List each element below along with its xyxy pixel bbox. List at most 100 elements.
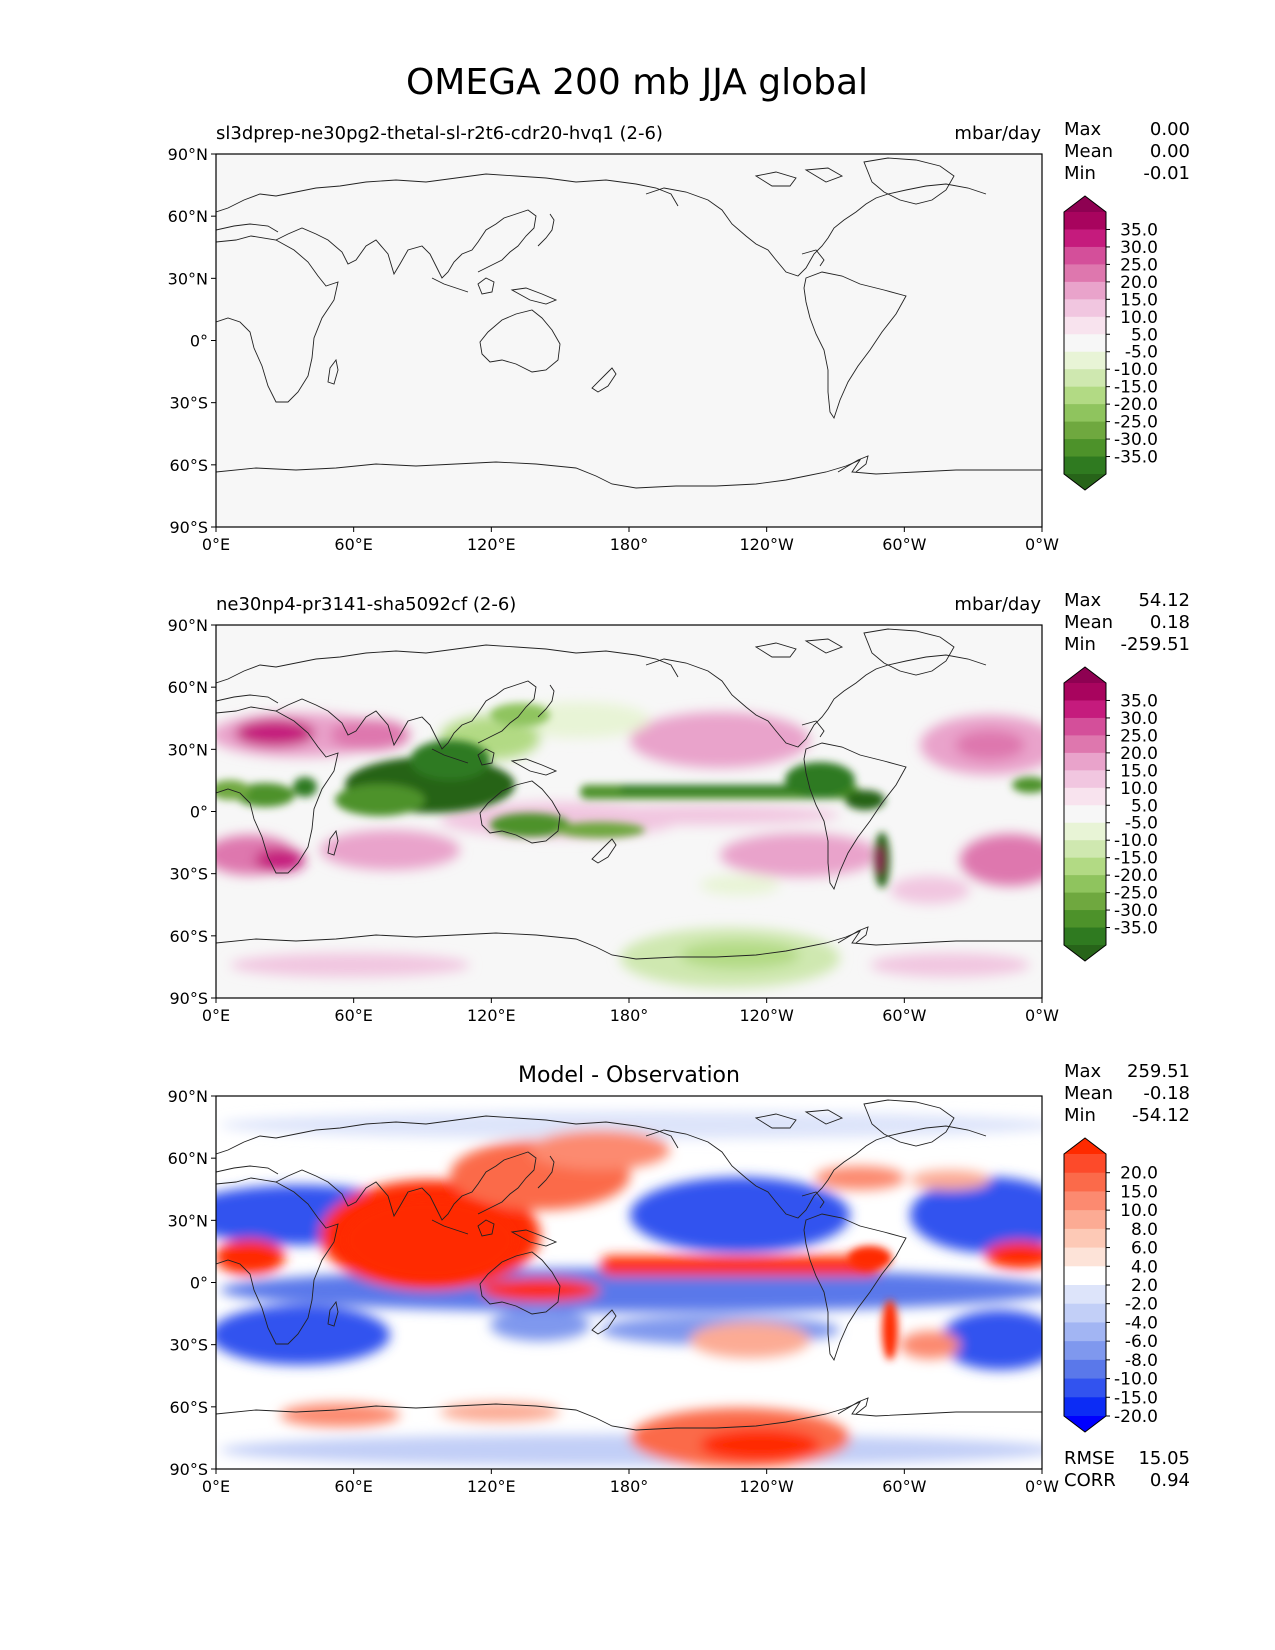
colorbar-band — [1064, 892, 1106, 911]
colorbar-band — [1064, 805, 1106, 824]
x-tick-label: 120°W — [739, 1477, 794, 1496]
y-tick-label: 90°N — [168, 616, 208, 635]
colorbar-extend-max — [1064, 667, 1106, 683]
stat-value: -0.18 — [1143, 1083, 1190, 1104]
colorbar-band — [1064, 316, 1106, 335]
colorbar-label: 6.0 — [1131, 1239, 1158, 1259]
panel-difference: Model - Observation — [168, 1061, 1190, 1496]
colorbar-label: 20.0 — [1120, 1164, 1158, 1184]
stat-label: Mean — [1064, 141, 1113, 162]
colorbar-band — [1064, 787, 1106, 806]
y-tick-label: 90°S — [169, 518, 208, 537]
y-tick-label: 90°S — [169, 1460, 208, 1479]
stat-value: -259.51 — [1121, 634, 1190, 655]
colorbar-outline — [1063, 195, 1107, 491]
colorbar-band — [1064, 910, 1106, 929]
colorbar-label: -5.0 — [1125, 814, 1158, 834]
panel-reference-units: mbar/day — [954, 594, 1041, 615]
colorbar-label: 2.0 — [1131, 1276, 1158, 1296]
y-tick-label: 30°S — [169, 394, 208, 413]
colorbar-band — [1064, 334, 1106, 353]
colorbar-band — [1064, 439, 1106, 458]
colorbar-label: -35.0 — [1114, 448, 1158, 468]
colorbar-band — [1064, 281, 1106, 300]
colorbar-outline — [1063, 666, 1107, 962]
panel-difference-metrics: RMSE 15.05 CORR 0.94 — [1064, 1448, 1190, 1491]
colorbar-band — [1064, 1341, 1106, 1361]
colorbar-label: -20.0 — [1114, 866, 1158, 886]
colorbar-band — [1064, 1247, 1106, 1267]
metric-value: 15.05 — [1138, 1448, 1190, 1469]
stat-label: Min — [1064, 163, 1096, 184]
colorbar-band — [1064, 875, 1106, 894]
stat-label: Min — [1064, 1105, 1096, 1126]
x-tick-label: 180° — [610, 1006, 649, 1025]
stat-value: 0.18 — [1150, 612, 1190, 633]
x-tick-label: 60°W — [882, 1006, 926, 1025]
colorbar-label: 5.0 — [1131, 796, 1158, 816]
x-tick-label: 120°W — [739, 535, 794, 554]
panel-reference-title: ne30np4-pr3141-sha5092cf (2-6) — [216, 594, 516, 615]
colorbar-band — [1064, 212, 1106, 230]
colorbar-band — [1064, 1285, 1106, 1305]
colorbar-band — [1064, 1228, 1106, 1249]
panel-difference-title: Model - Observation — [518, 1063, 740, 1088]
metric-label: CORR — [1064, 1470, 1116, 1491]
stat-label: Max — [1064, 1061, 1102, 1082]
y-tick-label: 0° — [190, 332, 208, 351]
y-tick-label: 0° — [190, 803, 208, 822]
colorbar-band — [1064, 770, 1106, 789]
y-tick-label: 30°S — [169, 1336, 208, 1355]
stat-value: -54.12 — [1132, 1105, 1190, 1126]
colorbar-band — [1064, 1378, 1106, 1398]
stat-value: 0.00 — [1150, 119, 1190, 140]
stat-label: Max — [1064, 119, 1102, 140]
y-tick-label: 30°N — [168, 740, 208, 759]
x-tick-label: 120°E — [467, 535, 516, 554]
x-tick-label: 60°E — [334, 1477, 372, 1496]
colorbar-label: 25.0 — [1120, 726, 1158, 746]
y-tick-label: 30°N — [168, 269, 208, 288]
y-tick-label: 90°N — [168, 145, 208, 164]
colorbar-band — [1064, 229, 1106, 248]
y-tick-label: 60°N — [168, 207, 208, 226]
y-tick-label: 30°N — [168, 1211, 208, 1230]
x-tick-label: 60°W — [882, 1477, 926, 1496]
colorbar-label: -15.0 — [1114, 849, 1158, 869]
colorbar-label: -25.0 — [1114, 884, 1158, 904]
colorbar-band — [1064, 700, 1106, 719]
x-tick-label: 120°E — [467, 1006, 516, 1025]
colorbar-band — [1064, 840, 1106, 859]
colorbar-label: -20.0 — [1114, 1407, 1158, 1427]
colorbar-label: 4.0 — [1131, 1257, 1158, 1277]
colorbar-band — [1064, 857, 1106, 876]
colorbar-label: 5.0 — [1131, 325, 1158, 345]
colorbar-label: -25.0 — [1114, 413, 1158, 433]
figure-title: OMEGA 200 mb JJA global — [406, 62, 868, 103]
colorbar-band — [1064, 1303, 1106, 1323]
panel-difference-colorbar: 20.015.010.08.06.04.02.0-2.0-4.0-6.0-8.0… — [1063, 1137, 1158, 1433]
x-tick-label: 60°E — [334, 535, 372, 554]
colorbar-label: -10.0 — [1114, 831, 1158, 851]
colorbar-band — [1064, 927, 1106, 946]
panel-difference-axis-ticks: 0°E 60°E 120°E 180° 120°W 60°W 0°W 90°N 60°N 30°N… — [168, 1087, 1060, 1496]
panel-reference: ne30np4-pr3141-sha5092cf (2-6) mbar/day — [168, 590, 1190, 1025]
colorbar-label: 15.0 — [1120, 761, 1158, 781]
x-tick-label: 180° — [610, 1477, 649, 1496]
y-tick-label: 60°N — [168, 678, 208, 697]
stat-label: Min — [1064, 634, 1096, 655]
metric-value: 0.94 — [1150, 1470, 1190, 1491]
colorbar-extend-min — [1064, 1416, 1106, 1432]
y-tick-label: 60°S — [169, 927, 208, 946]
colorbar-band — [1064, 683, 1106, 701]
colorbar-label: -30.0 — [1114, 901, 1158, 921]
y-tick-label: 90°N — [168, 1087, 208, 1106]
colorbar-band — [1064, 456, 1106, 475]
panel-test-title: sl3dprep-ne30pg2-thetal-sl-r2t6-cdr20-hv… — [216, 123, 663, 144]
colorbar-band — [1064, 404, 1106, 423]
colorbar-extend-min — [1064, 945, 1106, 961]
x-tick-label: 60°E — [334, 1006, 372, 1025]
panel-difference-contours — [216, 1099, 1042, 1468]
colorbar-extend-min — [1064, 474, 1106, 490]
